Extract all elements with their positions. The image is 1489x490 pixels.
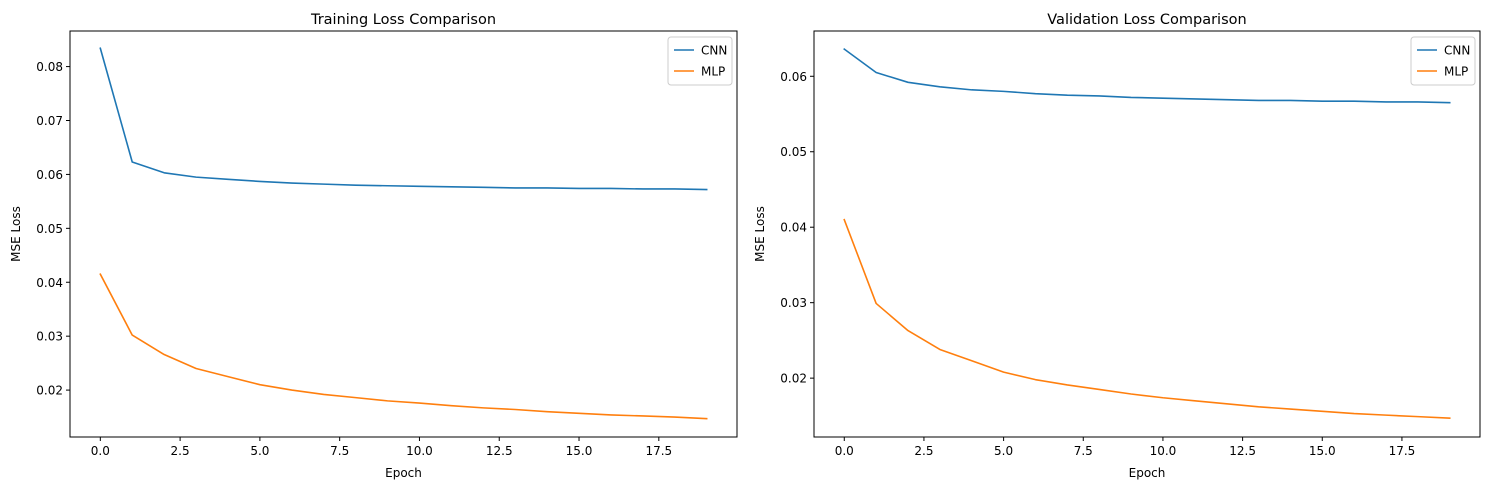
- chart-0: 0.0 2.5 5.0 7.5 10.0 12.5 15.0 17.5 0.02 0.03 0.04…: [9, 12, 738, 480]
- y-tick-label: 0.03: [780, 296, 807, 310]
- x-tick-label: 0.0: [835, 444, 854, 458]
- y-tick-label: 0.04: [780, 221, 807, 235]
- x-tick-label: 15.0: [566, 444, 593, 458]
- x-tick-label: 5.0: [994, 444, 1013, 458]
- y-tick-label: 0.08: [36, 60, 63, 74]
- x-tick-label: 12.5: [486, 444, 513, 458]
- y-tick-label: 0.02: [780, 372, 807, 386]
- legend: CNN MLP: [1410, 36, 1476, 86]
- x-tick-label: 17.5: [645, 444, 672, 458]
- plot-frame: [69, 30, 738, 438]
- chart-1: 0.0 2.5 5.0 7.5 10.0 12.5 15.0 17.5 0.02 0.03 0.04…: [753, 12, 1481, 480]
- legend-box: [1410, 36, 1476, 86]
- x-axis-label: Epoch: [1129, 466, 1166, 480]
- x-tick-label: 17.5: [1389, 444, 1416, 458]
- y-tick-label: 0.02: [36, 384, 63, 398]
- legend-box: [667, 36, 733, 86]
- plot-frame: [813, 30, 1481, 438]
- legend: CNN MLP: [667, 36, 733, 86]
- y-tick-label: 0.06: [780, 70, 807, 84]
- y-tick-label: 0.04: [36, 276, 63, 290]
- x-tick-label: 10.0: [406, 444, 433, 458]
- y-axis-label: MSE Loss: [9, 206, 23, 262]
- x-tick-label: 10.0: [1150, 444, 1177, 458]
- y-tick-label: 0.05: [36, 222, 63, 236]
- legend-label: MLP: [701, 65, 725, 79]
- x-tick-label: 7.5: [1074, 444, 1093, 458]
- series-line-mlp: [99, 273, 708, 420]
- y-tick-label: 0.03: [36, 330, 63, 344]
- x-tick-label: 2.5: [914, 444, 933, 458]
- legend-label: CNN: [701, 44, 727, 58]
- x-tick-label: 0.0: [91, 444, 110, 458]
- y-tick-label: 0.05: [780, 145, 807, 159]
- series-line-mlp: [843, 218, 1451, 419]
- y-tick-label: 0.06: [36, 168, 63, 182]
- series-line-cnn: [843, 47, 1451, 104]
- x-tick-label: 15.0: [1309, 444, 1336, 458]
- x-tick-label: 7.5: [330, 444, 349, 458]
- x-tick-label: 5.0: [250, 444, 269, 458]
- legend-label: MLP: [1444, 65, 1468, 79]
- chart-title: Training Loss Comparison: [310, 12, 496, 28]
- y-tick-label: 0.07: [36, 114, 63, 128]
- x-tick-label: 12.5: [1229, 444, 1256, 458]
- chart-title: Validation Loss Comparison: [1047, 12, 1246, 28]
- x-axis-label: Epoch: [385, 466, 422, 480]
- series-line-cnn: [99, 47, 708, 191]
- legend-label: CNN: [1444, 44, 1470, 58]
- y-axis-label: MSE Loss: [753, 206, 767, 262]
- x-tick-label: 2.5: [171, 444, 190, 458]
